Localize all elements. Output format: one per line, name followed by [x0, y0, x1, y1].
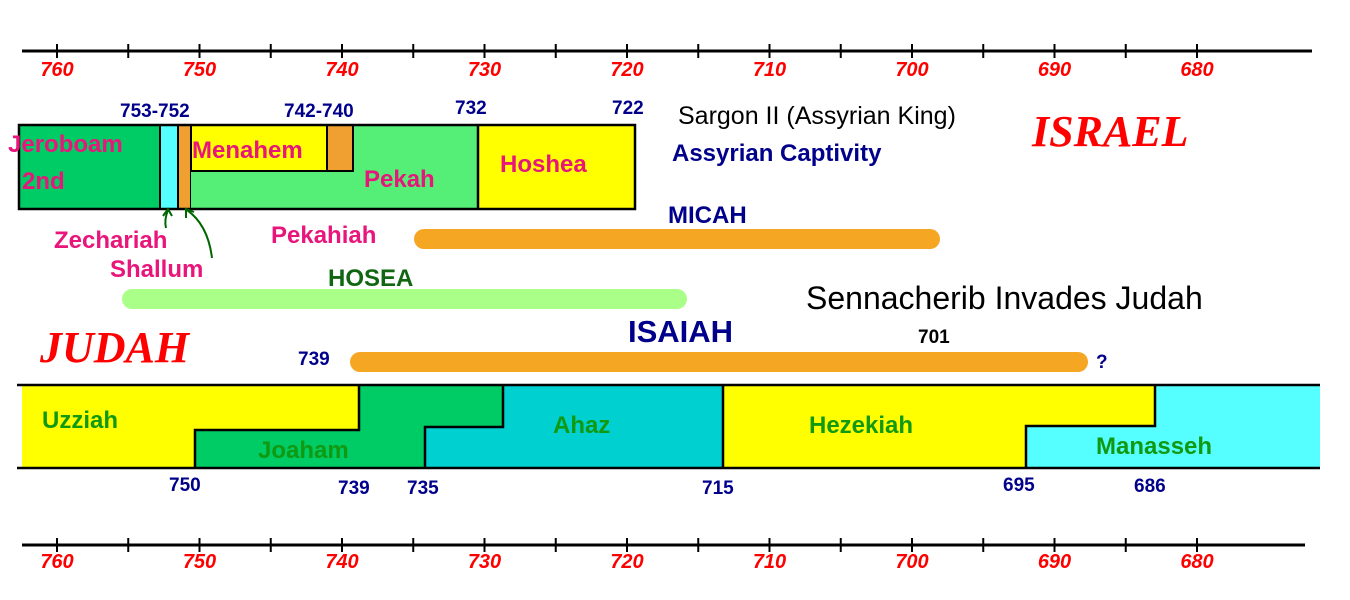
- ahaz-label: Ahaz: [553, 412, 610, 439]
- uzziah-label: Uzziah: [42, 407, 118, 434]
- isaiah-end-marker: ?: [1096, 352, 1108, 373]
- hezekiah-manasseh-divider: [1024, 385, 1157, 468]
- bottom-axis-tick-label: 710: [753, 551, 786, 573]
- top-axis-tick-label: 740: [325, 59, 358, 81]
- israel-kings-block: Jeroboam 2nd Menahem Pekah Hoshea 753-75…: [8, 98, 644, 283]
- top-axis-tick-label: 750: [183, 59, 216, 81]
- joaham-label: Joaham: [258, 437, 349, 464]
- bottom-axis-tick-label: 720: [610, 551, 643, 573]
- top-axis-tick-label: 690: [1038, 59, 1071, 81]
- zechariah-pointer-arrow: [162, 207, 173, 229]
- shallum-label: Shallum: [110, 256, 203, 283]
- israel-outline: [17, 123, 637, 211]
- israel-year-753-752: 753-752: [120, 101, 190, 122]
- bottom-axis-tick-label: 730: [468, 551, 501, 573]
- top-axis-tick-label: 710: [753, 59, 786, 81]
- sennacherib-year: 701: [918, 327, 950, 348]
- top-axis: 760 750 740 730 720 710 700 690 680: [22, 44, 1312, 81]
- bottom-axis-tick-label: 700: [895, 551, 928, 573]
- israel-year-732: 732: [455, 98, 487, 119]
- judah-year-715: 715: [702, 478, 734, 499]
- zechariah-reign: [159, 124, 179, 210]
- bottom-axis-tick-label: 750: [183, 551, 216, 573]
- micah-label: MICAH: [668, 202, 747, 229]
- shallum-pointer-arrow: [185, 207, 213, 259]
- bottom-axis-tick-label: 760: [40, 551, 73, 573]
- top-axis-tick-label: 720: [610, 59, 643, 81]
- isaiah-label: ISAIAH: [628, 314, 733, 349]
- ahaz-reign: [425, 385, 723, 468]
- judah-year-686: 686: [1134, 476, 1166, 497]
- judah-year-735: 735: [407, 478, 439, 499]
- bottom-axis: 760 750 740 730 720 710 700 690 680: [22, 538, 1305, 573]
- top-axis-tick-labels: 760 750 740 730 720 710 700 690 680: [40, 59, 1213, 81]
- manasseh-reign: [1026, 385, 1320, 468]
- top-axis-ticks: [56, 44, 1198, 58]
- top-axis-tick-label: 680: [1180, 59, 1213, 81]
- judah-year-739: 739: [338, 478, 370, 499]
- israel-year-742-740: 742-740: [284, 101, 354, 122]
- bottom-axis-tick-label: 740: [325, 551, 358, 573]
- zechariah-label: Zechariah: [54, 227, 167, 254]
- jeroboam-label-line1: Jeroboam: [8, 131, 123, 158]
- bottom-axis-tick-label: 690: [1038, 551, 1071, 573]
- hezekiah-label: Hezekiah: [809, 412, 913, 439]
- joaham-reign: [195, 385, 503, 468]
- menahem-label: Menahem: [192, 137, 303, 164]
- bottom-axis-tick-label: 680: [1180, 551, 1213, 573]
- pekahiah-reign: [326, 124, 354, 172]
- sargon-note: Sargon II (Assyrian King): [678, 102, 956, 130]
- judah-year-695: 695: [1003, 475, 1035, 496]
- uzziah-reign: [22, 385, 359, 468]
- bottom-axis-ticks: [56, 538, 1198, 552]
- sennacherib-note: Sennacherib Invades Judah: [806, 280, 1203, 316]
- bottom-axis-tick-labels: 760 750 740 730 720 710 700 690 680: [40, 551, 1213, 573]
- pekah-label: Pekah: [364, 166, 435, 193]
- manasseh-label: Manasseh: [1096, 433, 1212, 460]
- top-axis-tick-label: 730: [468, 59, 501, 81]
- hosea-label: HOSEA: [328, 265, 413, 292]
- judah-kings-block: Uzziah Joaham Ahaz Hezekiah Manasseh 750…: [17, 383, 1320, 499]
- jeroboam-label-line2: 2nd: [22, 168, 65, 195]
- joaham-ahaz-divider: [423, 385, 505, 468]
- hoshea-reign: [478, 125, 635, 209]
- hezekiah-reign: [723, 385, 1155, 468]
- assyrian-captivity-note: Assyrian Captivity: [672, 140, 882, 167]
- jeroboam-reign: [19, 125, 160, 209]
- israel-year-722: 722: [612, 98, 644, 119]
- judah-year-750: 750: [169, 475, 201, 496]
- uzziah-joaham-divider: [193, 385, 361, 468]
- top-axis-tick-label: 760: [40, 59, 73, 81]
- top-axis-tick-label: 700: [895, 59, 928, 81]
- hoshea-label: Hoshea: [500, 151, 587, 178]
- isaiah-start-year: 739: [298, 349, 330, 370]
- judah-title: JUDAH: [39, 323, 191, 372]
- shallum-reign: [177, 124, 192, 210]
- pekahiah-label: Pekahiah: [271, 222, 376, 249]
- israel-title: ISRAEL: [1031, 107, 1189, 156]
